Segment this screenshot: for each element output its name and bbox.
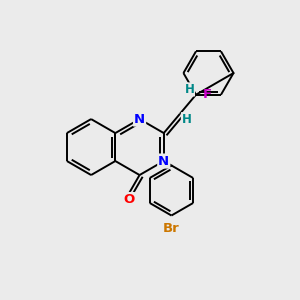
Text: N: N [158, 154, 169, 167]
Text: N: N [134, 112, 145, 126]
Text: O: O [123, 193, 134, 206]
Text: H: H [184, 83, 194, 96]
Text: Br: Br [163, 222, 180, 235]
Text: H: H [182, 113, 191, 126]
Text: F: F [202, 88, 211, 101]
